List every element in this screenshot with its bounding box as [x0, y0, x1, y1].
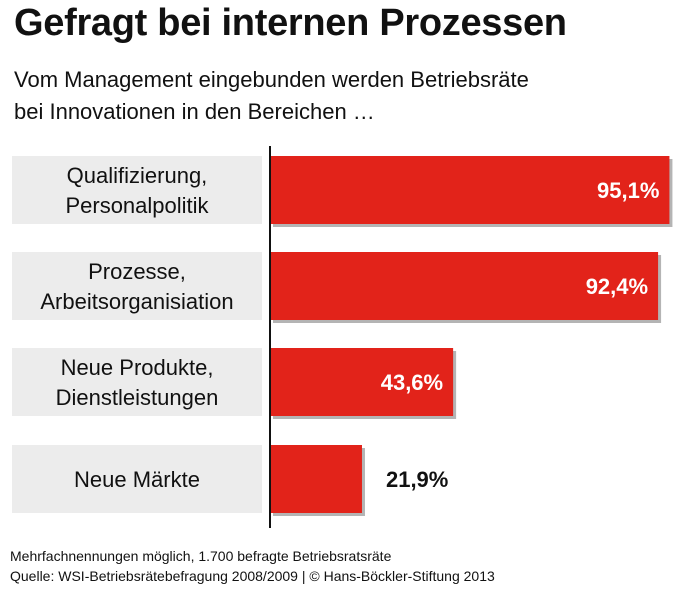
category-label: Neue Produkte,	[61, 355, 214, 380]
category-label-box	[12, 445, 262, 513]
category-label-box	[12, 156, 262, 224]
subtitle-line-1: Vom Management eingebunden werden Betrie…	[14, 67, 529, 92]
category-label: Prozesse,	[88, 259, 186, 284]
category-label-box	[12, 348, 262, 416]
footnote: Mehrfachnennungen möglich, 1.700 befragt…	[10, 548, 392, 564]
data-label: 21,9%	[386, 467, 448, 492]
chart-title: Gefragt bei internen Prozessen	[14, 2, 567, 44]
data-label: 43,6%	[381, 370, 443, 395]
data-label: 92,4%	[586, 274, 648, 299]
bar	[270, 348, 454, 416]
category-label: Qualifizierung,	[67, 163, 208, 188]
bar	[270, 252, 659, 320]
bar	[270, 445, 362, 513]
chart-subtitle: Vom Management eingebunden werden Betrie…	[14, 64, 529, 128]
subtitle-line-2: bei Innovationen in den Bereichen …	[14, 99, 375, 124]
bar	[270, 156, 670, 224]
data-label: 95,1%	[597, 178, 659, 203]
chart-footer: Mehrfachnennungen möglich, 1.700 befragt…	[10, 546, 495, 586]
category-label: Neue Märkte	[74, 467, 200, 492]
category-label: Personalpolitik	[65, 193, 209, 218]
source-line: Quelle: WSI-Betriebsrätebefragung 2008/2…	[10, 568, 495, 584]
category-label-box	[12, 252, 262, 320]
category-label: Dienstleistungen	[56, 385, 219, 410]
category-label: Arbeitsorganisiation	[40, 289, 233, 314]
